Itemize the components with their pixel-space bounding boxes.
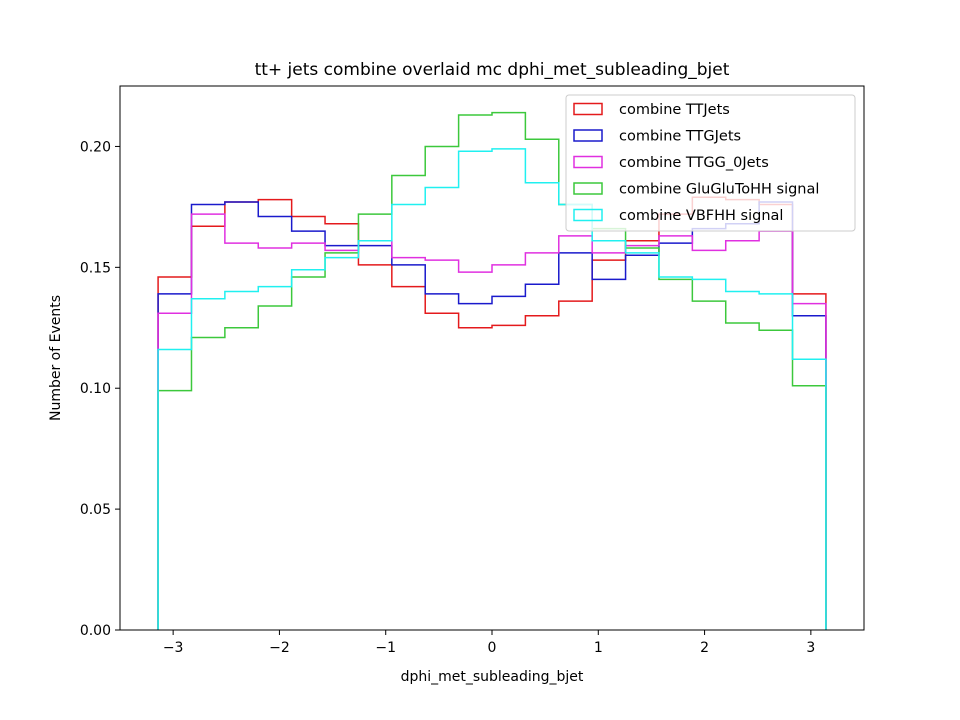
x-axis: −3 −2 −1 0 1 2 3 xyxy=(163,630,815,656)
legend-swatch-3 xyxy=(573,182,603,195)
plot-frame xyxy=(119,85,865,631)
y-tick-label: 0.20 xyxy=(80,139,111,155)
x-tick-label: 2 xyxy=(700,640,709,656)
x-tick-label: −1 xyxy=(375,640,396,656)
series-line-2 xyxy=(157,213,827,630)
legend-swatch-1 xyxy=(573,129,603,142)
x-tick-label: 0 xyxy=(488,640,497,656)
y-tick-label: 0.00 xyxy=(80,623,111,639)
legend-box xyxy=(565,94,856,232)
y-axis: 0.00 0.05 0.10 0.15 0.20 xyxy=(80,139,120,639)
series-line-4 xyxy=(157,148,827,630)
y-axis-label: Number of Events xyxy=(48,295,64,421)
x-tick-label: 1 xyxy=(594,640,603,656)
legend-label-1: combine TTGJets xyxy=(619,129,741,145)
x-tick-label: 3 xyxy=(806,640,815,656)
legend-label-2: combine TTGG_0Jets xyxy=(619,155,769,171)
legend-label-0: combine TTJets xyxy=(619,102,730,118)
y-tick-label: 0.05 xyxy=(80,502,111,518)
x-tick-label: −3 xyxy=(163,640,184,656)
legend-label-3: combine GluGluToHH signal xyxy=(619,182,819,198)
y-tick-label: 0.15 xyxy=(80,260,111,276)
series-line-3 xyxy=(157,111,827,630)
legend-label-4: combine VBFHH signal xyxy=(619,208,783,224)
legend-swatch-2 xyxy=(573,155,603,169)
y-tick-label: 0.10 xyxy=(80,381,111,397)
legend-swatch-0 xyxy=(573,102,603,116)
x-axis-label: dphi_met_subleading_bjet xyxy=(401,669,584,685)
legend: combine TTJets combine TTGJets combine TTG… xyxy=(565,94,856,232)
chart-title: tt+ jets combine overlaid mc dphi_met_su… xyxy=(255,60,730,80)
legend-swatch-4 xyxy=(573,208,603,222)
x-tick-label: −2 xyxy=(269,640,290,656)
